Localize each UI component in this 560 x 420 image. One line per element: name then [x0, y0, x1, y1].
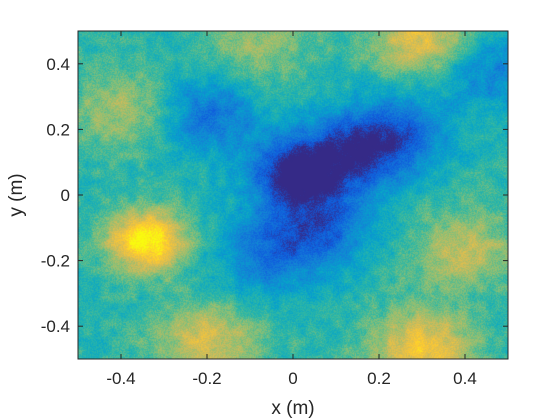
plot-area — [78, 31, 508, 359]
y-tick-label: 0.4 — [46, 55, 70, 74]
y-tick-label: -0.2 — [41, 252, 70, 271]
x-tick-label: 0.4 — [453, 369, 477, 388]
y-axis-label: y (m) — [6, 173, 27, 216]
x-tick-label: -0.4 — [106, 369, 135, 388]
heatmap-image — [78, 31, 508, 359]
x-tick-label: -0.2 — [192, 369, 221, 388]
y-tick-label: -0.4 — [41, 317, 70, 336]
x-tick-label: 0 — [288, 369, 297, 388]
x-axis: -0.4 -0.2 0 0.2 0.4 — [106, 31, 477, 388]
y-tick-label: 0.2 — [46, 120, 70, 139]
x-tick-label: 0.2 — [367, 369, 391, 388]
y-tick-label: 0 — [61, 186, 70, 205]
x-axis-label: x (m) — [271, 398, 314, 419]
y-axis: 0.4 0.2 0 -0.2 -0.4 — [41, 55, 508, 336]
